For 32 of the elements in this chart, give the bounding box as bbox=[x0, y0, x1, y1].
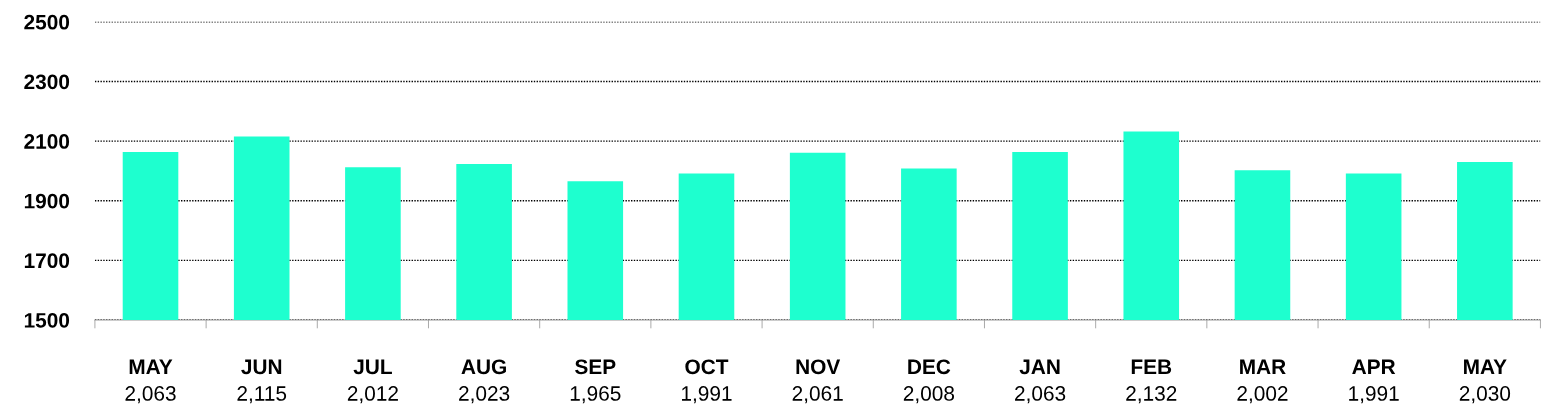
x-tick-label: OCT bbox=[685, 359, 729, 375]
data-label: 2,063 bbox=[1015, 386, 1066, 404]
x-tick-label: APR bbox=[1352, 359, 1396, 374]
x-tick-label: NOV bbox=[796, 359, 841, 375]
x-tick-label: AUG bbox=[461, 359, 506, 375]
y-tick-label: 2500 bbox=[24, 14, 70, 30]
x-tick-label: JUN bbox=[241, 359, 282, 375]
data-label: 1,991 bbox=[1349, 386, 1399, 404]
data-label: 2,115 bbox=[237, 386, 287, 404]
data-label: 1,965 bbox=[570, 386, 621, 404]
y-tick-label: 1900 bbox=[24, 193, 70, 209]
x-tick-label: DEC bbox=[908, 359, 951, 375]
x-tick-label: JAN bbox=[1019, 359, 1060, 375]
x-tick-label: MAY bbox=[1464, 359, 1507, 374]
x-tick-label: MAY bbox=[129, 359, 173, 374]
y-tick-label: 2100 bbox=[24, 134, 70, 149]
y-tick-label: 1700 bbox=[24, 253, 70, 269]
data-label: 2,023 bbox=[459, 386, 510, 404]
data-label: 2,008 bbox=[903, 386, 955, 404]
x-tick-label: MAR bbox=[1240, 359, 1286, 374]
data-label: 2,002 bbox=[1237, 386, 1288, 404]
y-tick-label: 1500 bbox=[24, 312, 70, 328]
data-label: 2,061 bbox=[792, 386, 843, 404]
data-label: 2,132 bbox=[1126, 386, 1177, 404]
data-label: 2,030 bbox=[1459, 386, 1511, 404]
x-tick-label: JUL bbox=[353, 359, 392, 375]
x-tick-label: FEB bbox=[1131, 359, 1172, 374]
x-tick-label: SEP bbox=[575, 359, 616, 375]
data-label: 2,063 bbox=[125, 386, 176, 404]
data-label: 2,012 bbox=[347, 386, 398, 404]
data-label: 1,991 bbox=[682, 386, 732, 404]
y-tick-label: 2300 bbox=[24, 74, 70, 90]
